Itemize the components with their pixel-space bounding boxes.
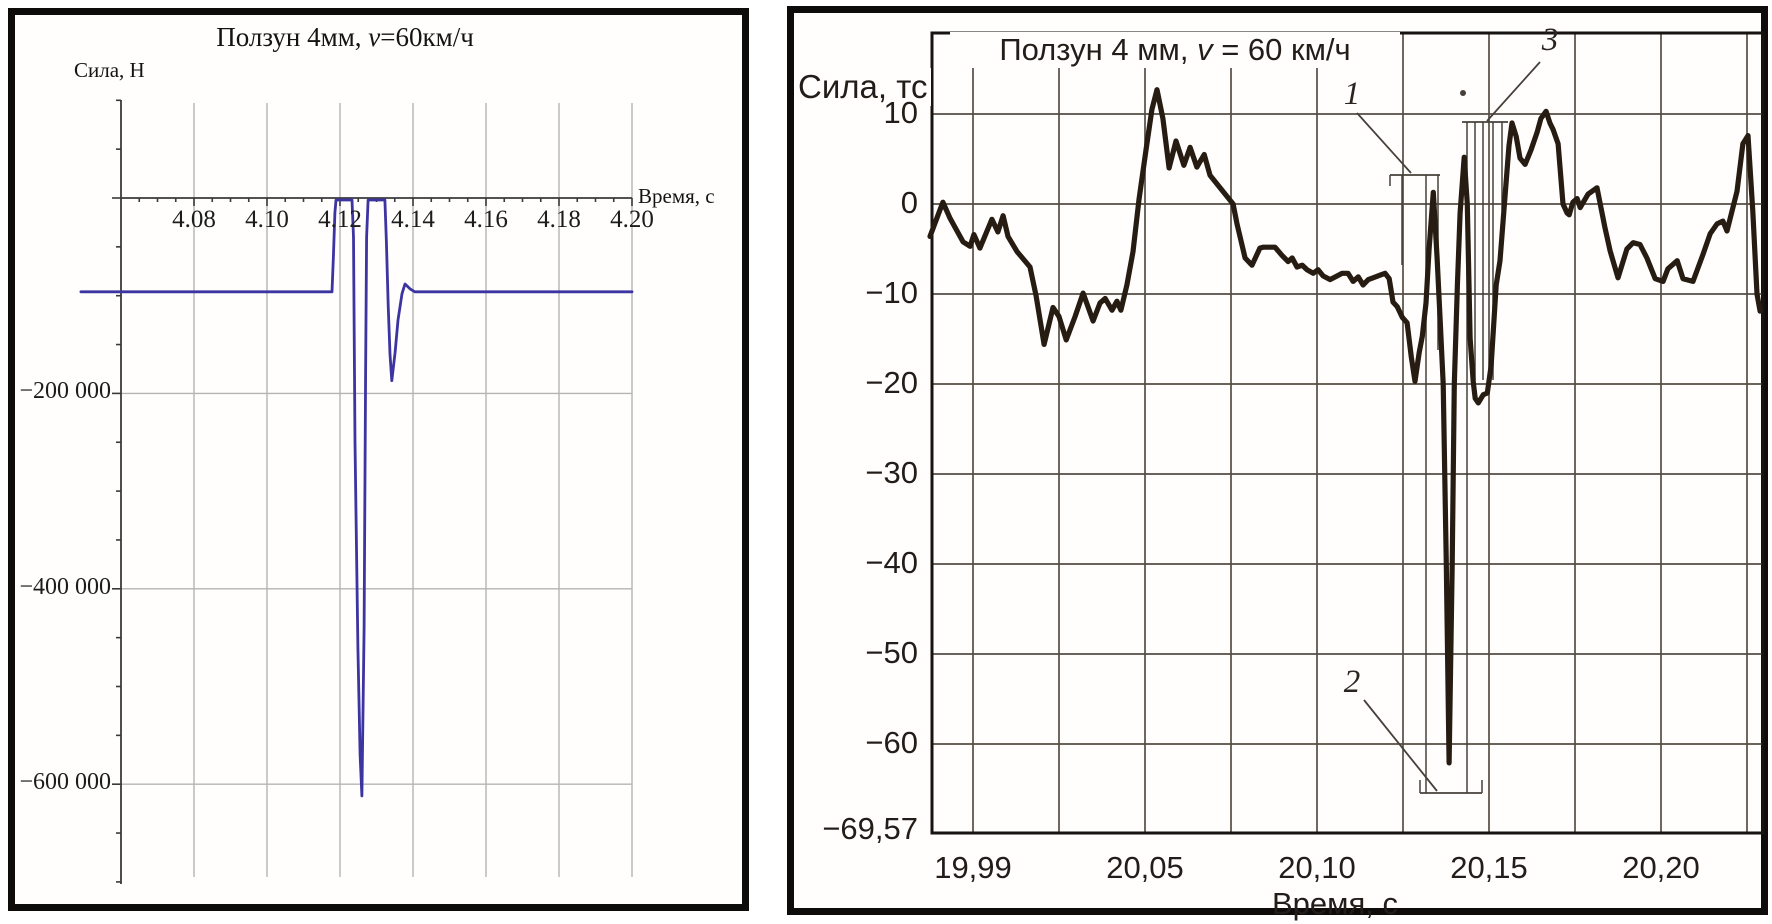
- annotation-number-3: 3: [1541, 22, 1559, 58]
- right-title-text: Ползун 4 мм,: [999, 32, 1198, 67]
- right-y-tick-label: −50: [865, 635, 918, 670]
- right-x-tick-label: 19,99: [934, 850, 1012, 885]
- left-title-tail: =60км/ч: [380, 22, 474, 52]
- left-y-axis-label: Сила, Н: [74, 58, 145, 82]
- right-x-tick-label: 20,15: [1450, 850, 1528, 885]
- right-force-curve: [927, 87, 1763, 766]
- annotation-number-2: 2: [1343, 664, 1361, 700]
- right-y-tick-label: −60: [865, 725, 918, 760]
- right-x-tick-label: 20,05: [1106, 850, 1184, 885]
- right-title-v-italic: v: [1197, 32, 1213, 67]
- right-chart-title: Ползун 4 мм, v = 60 км/ч: [950, 32, 1400, 68]
- annotation-leader-line: [1486, 61, 1541, 122]
- right-chart-panel: [787, 6, 1768, 915]
- left-chart-panel: [8, 8, 749, 911]
- left-x-tick-label: 4.20: [610, 206, 654, 233]
- annotation-leader-line: [1363, 699, 1438, 792]
- left-title-text: Ползун 4мм,: [216, 22, 369, 52]
- left-x-tick-label: 4.16: [464, 206, 508, 233]
- left-chart-title: Ползун 4мм, v=60км/ч: [100, 22, 590, 53]
- right-y-tick-label: −20: [865, 365, 918, 400]
- right-y-tick-label: 10: [883, 95, 918, 130]
- left-x-axis-label: Время, с: [638, 184, 715, 208]
- left-x-tick-label: 4.14: [391, 206, 435, 233]
- right-x-tick-label: 20,20: [1622, 850, 1700, 885]
- right-title-tail: = 60 км/ч: [1212, 32, 1351, 67]
- right-plot-box: [930, 31, 1765, 835]
- left-x-tick-label: 4.08: [172, 206, 216, 233]
- right-x-axis-label: Время, с: [1272, 886, 1398, 921]
- right-y-tick-label: 0: [900, 185, 918, 220]
- right-y-tick-label: −40: [865, 545, 918, 580]
- right-x-tick-label: 20,10: [1278, 850, 1356, 885]
- left-x-tick-label: 4.12: [318, 206, 362, 233]
- left-title-v-italic: v: [368, 22, 381, 52]
- right-y-tick-label: −30: [865, 455, 918, 490]
- left-x-tick-label: 4.18: [537, 206, 581, 233]
- right-y-tick-label: −69,57: [822, 811, 918, 847]
- left-y-tick-label: −600 000: [19, 769, 111, 796]
- left-x-tick-label: 4.10: [245, 206, 289, 233]
- annotation-number-1: 1: [1343, 76, 1361, 112]
- right-y-tick-label: −10: [865, 275, 918, 310]
- annotation-leader-line: [1356, 112, 1412, 174]
- left-y-tick-label: −400 000: [19, 573, 111, 600]
- left-force-curve: [79, 198, 634, 798]
- annotation-dot: [1460, 90, 1466, 96]
- right-y-axis-label: Сила, тс: [794, 68, 932, 106]
- left-y-tick-label: −200 000: [19, 378, 111, 405]
